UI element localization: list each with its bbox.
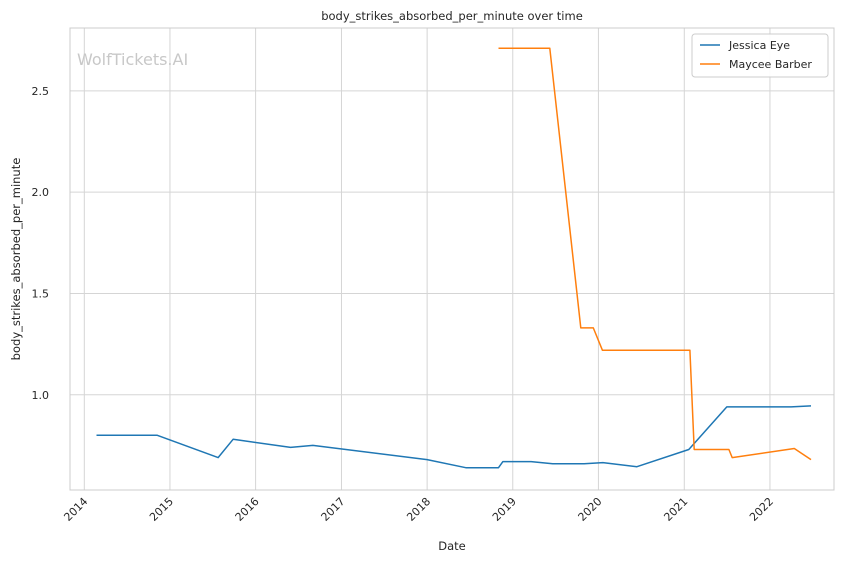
x-tick-label: 2020 [576,495,605,524]
x-axis-label: Date [438,539,466,553]
series-layer [96,47,812,469]
plot-area [69,27,835,491]
y-tick-label: 2.5 [32,85,50,98]
legend-box [691,33,829,78]
y-tick-label: 2.0 [32,186,50,199]
y-tick-label: 1.0 [32,389,50,402]
x-tick-label: 2019 [490,495,519,524]
x-tick-label: 2014 [61,495,90,524]
x-tick-label: 2021 [661,495,690,524]
legend: Jessica Eye Maycee Barber [691,33,829,78]
x-tick-label: 2015 [147,495,176,524]
x-axis-ticks: 2014 2015 2016 2017 2018 2019 2020 2021 2022 [61,495,776,524]
y-tick-label: 1.5 [32,287,50,300]
series-line-maycee-barber [498,47,812,461]
x-tick-label: 2022 [747,495,776,524]
x-tick-label: 2018 [404,495,433,524]
watermark: WolfTickets.AI [77,50,188,69]
chart-title: body_strikes_absorbed_per_minute over ti… [321,9,583,23]
y-axis-ticks: 1.0 1.5 2.0 2.5 [32,85,50,402]
x-tick-label: 2017 [319,495,348,524]
x-tick-label: 2016 [233,495,262,524]
legend-entry: Maycee Barber [729,58,812,71]
y-axis-label: body_strikes_absorbed_per_minute [9,158,23,361]
legend-entry: Jessica Eye [728,39,790,52]
series-line-jessica-eye [96,405,812,469]
grid-lines [70,28,834,490]
